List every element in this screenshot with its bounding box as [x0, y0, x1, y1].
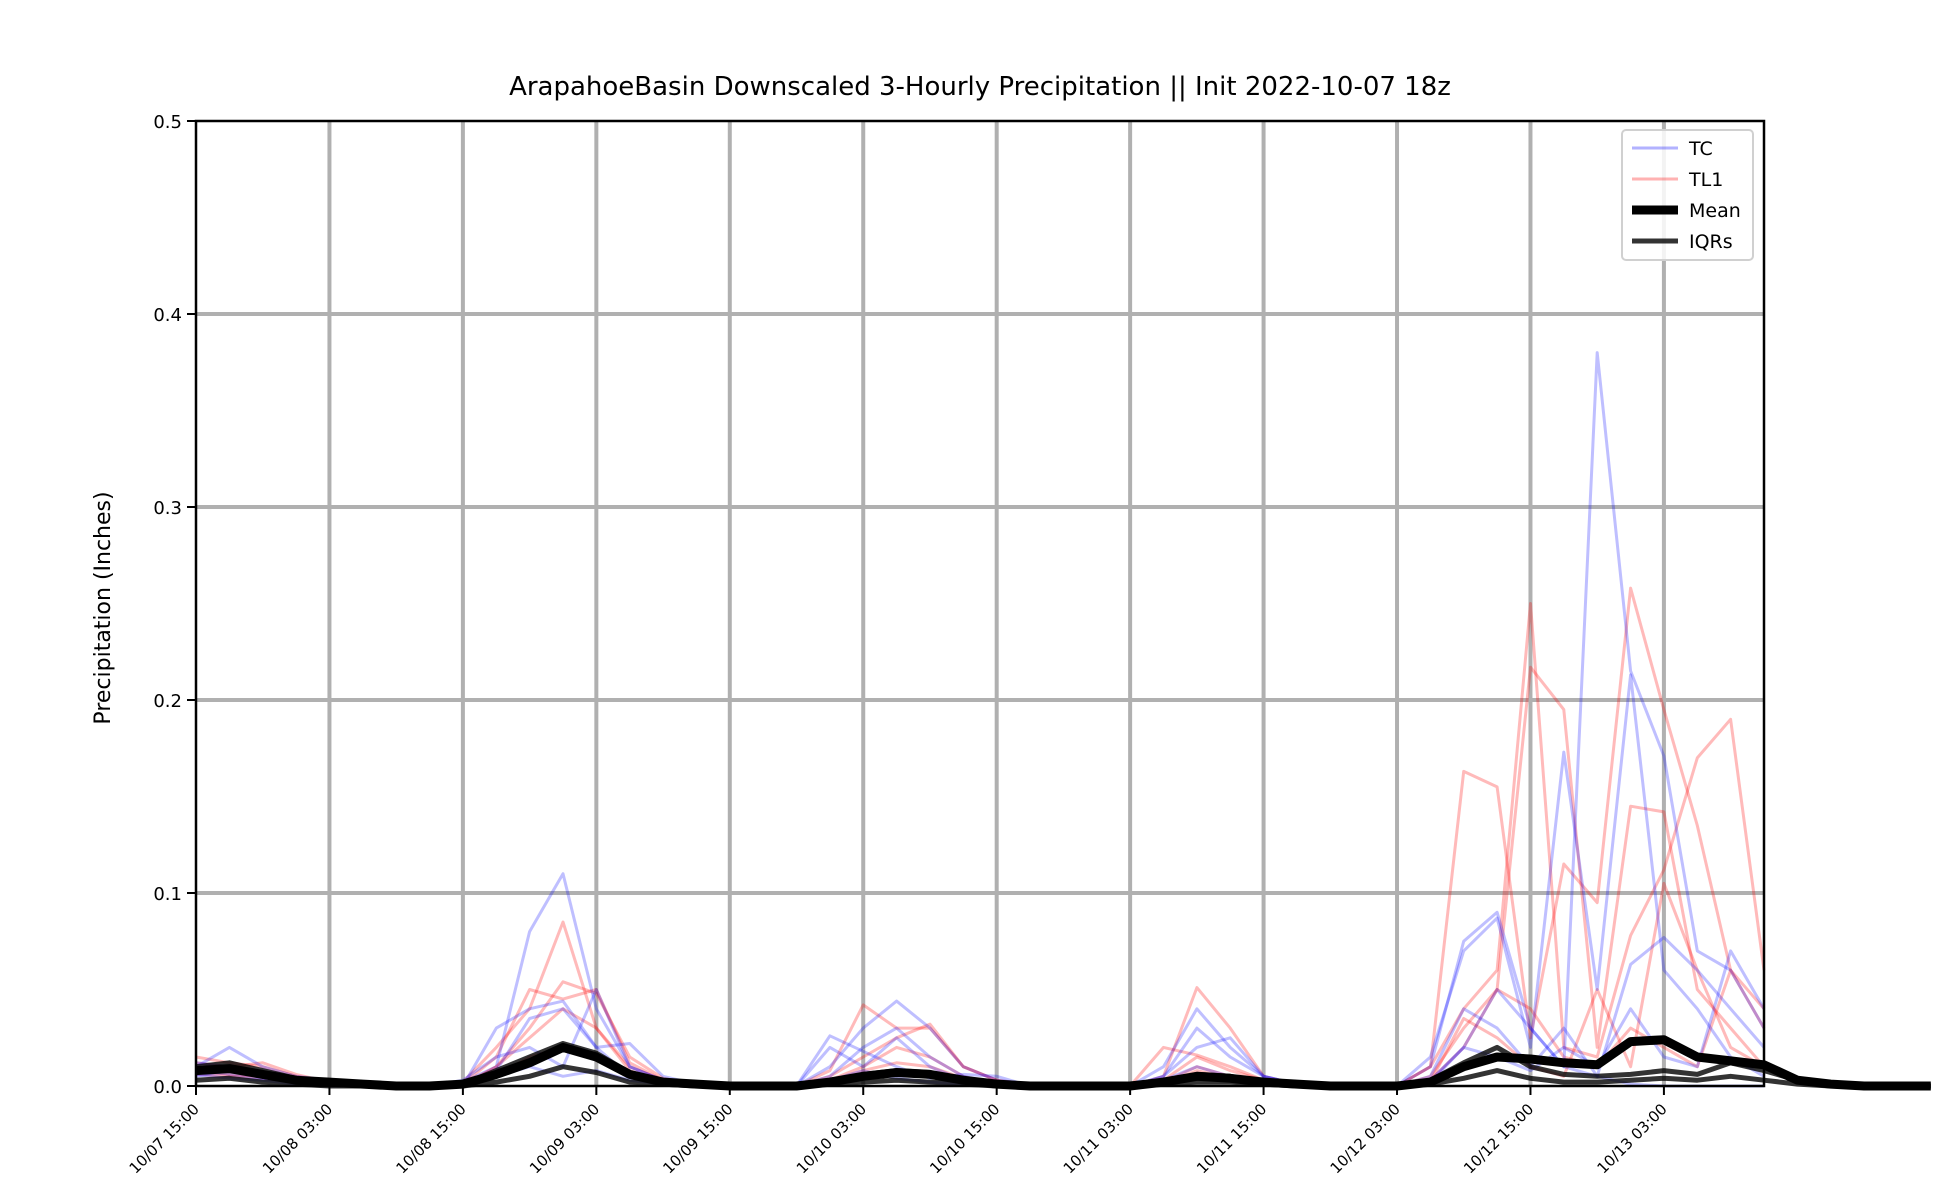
x-tick-label: 10/08 03:00 [259, 1100, 336, 1177]
y-axis-label: Precipitation (Inches) [91, 491, 116, 724]
plot-frame [194, 119, 1766, 1088]
legend-label: IQRs [1689, 231, 1733, 253]
x-tick-label: 10/10 03:00 [793, 1100, 870, 1177]
y-tick-label: 0.2 [153, 691, 182, 712]
x-tick-label: 10/12 15:00 [1460, 1100, 1537, 1177]
x-axis-ticks: 10/07 15:00 10/08 03:00 10/08 15:00 10/09 0… [126, 1086, 1671, 1177]
legend: TC TL1 Mean IQRs [1621, 129, 1754, 261]
x-tick-label: 10/11 15:00 [1193, 1100, 1270, 1177]
x-tick-label: 10/10 15:00 [926, 1100, 1003, 1177]
x-tick-label: 10/09 03:00 [526, 1100, 603, 1177]
legend-box [1621, 129, 1754, 261]
x-tick-label: 10/12 03:00 [1327, 1100, 1404, 1177]
y-axis-ticks: 0.0 0.1 0.2 0.3 0.4 0.5 [153, 112, 196, 1098]
legend-label: TC [1688, 138, 1713, 160]
x-tick-label: 10/08 15:00 [392, 1100, 469, 1177]
y-tick-label: 0.4 [153, 305, 182, 326]
chart-title: ArapahoeBasin Downscaled 3-Hourly Precip… [509, 72, 1451, 102]
grid [196, 121, 1764, 1086]
x-tick-label: 10/09 15:00 [659, 1100, 736, 1177]
x-tick-label: 10/13 03:00 [1594, 1100, 1671, 1177]
x-tick-label: 10/07 15:00 [126, 1100, 203, 1177]
x-tick-label: 10/11 03:00 [1060, 1100, 1137, 1177]
y-tick-label: 0.5 [153, 112, 182, 133]
y-tick-label: 0.1 [153, 884, 182, 905]
y-tick-label: 0.3 [153, 498, 182, 519]
legend-label: TL1 [1688, 169, 1723, 191]
ensemble-statistics [195, 1035, 1931, 1091]
legend-label: Mean [1689, 200, 1741, 222]
y-tick-label: 0.0 [153, 1077, 182, 1098]
